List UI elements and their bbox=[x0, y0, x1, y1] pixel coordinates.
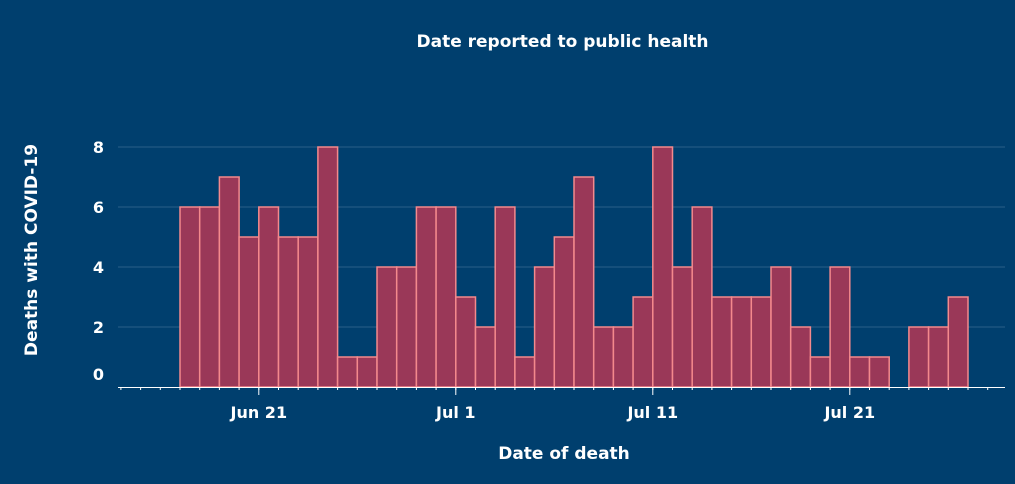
bar bbox=[750, 296, 772, 388]
bar bbox=[947, 296, 969, 388]
bar bbox=[238, 236, 260, 388]
bar bbox=[395, 266, 418, 388]
bar bbox=[671, 266, 693, 388]
bar bbox=[691, 206, 713, 388]
bar bbox=[770, 266, 792, 388]
bar bbox=[908, 326, 930, 388]
x-tick-label: Jul 1 bbox=[435, 403, 476, 422]
bar bbox=[336, 356, 359, 388]
bar bbox=[553, 236, 575, 388]
y-tick-label: 2 bbox=[93, 318, 104, 337]
y-tick-label: 0 bbox=[93, 365, 104, 384]
bar bbox=[179, 206, 201, 388]
bar bbox=[218, 176, 240, 388]
bar bbox=[297, 236, 319, 388]
bar bbox=[455, 296, 477, 388]
bar bbox=[474, 326, 496, 388]
bar bbox=[356, 356, 378, 388]
bar bbox=[868, 356, 890, 388]
bar bbox=[592, 326, 615, 388]
bar bbox=[376, 266, 398, 388]
x-tick-label: Jun 21 bbox=[230, 403, 288, 422]
bar bbox=[494, 206, 516, 388]
bar bbox=[435, 206, 457, 388]
bar bbox=[652, 146, 674, 388]
bar bbox=[198, 206, 221, 388]
y-tick-label: 8 bbox=[93, 138, 104, 157]
bar bbox=[415, 206, 437, 388]
bar bbox=[533, 266, 556, 388]
bar bbox=[809, 356, 831, 388]
bar bbox=[317, 146, 339, 388]
bar bbox=[514, 356, 536, 388]
bar bbox=[789, 326, 812, 388]
bar bbox=[277, 236, 299, 388]
bar bbox=[258, 206, 280, 388]
bar bbox=[730, 296, 753, 388]
bar bbox=[927, 326, 950, 388]
bar bbox=[573, 176, 595, 388]
x-tick-label: Jul 11 bbox=[626, 403, 678, 422]
chart-title: Date reported to public health bbox=[416, 32, 709, 52]
bar bbox=[711, 296, 733, 388]
bar bbox=[829, 266, 851, 388]
bar bbox=[632, 296, 654, 388]
y-tick-label: 6 bbox=[93, 198, 104, 217]
bar bbox=[849, 356, 871, 388]
y-tick-label: 4 bbox=[93, 258, 104, 277]
x-tick-label: Jul 21 bbox=[823, 403, 875, 422]
bar bbox=[612, 326, 634, 388]
x-axis-label: Date of death bbox=[498, 444, 630, 464]
